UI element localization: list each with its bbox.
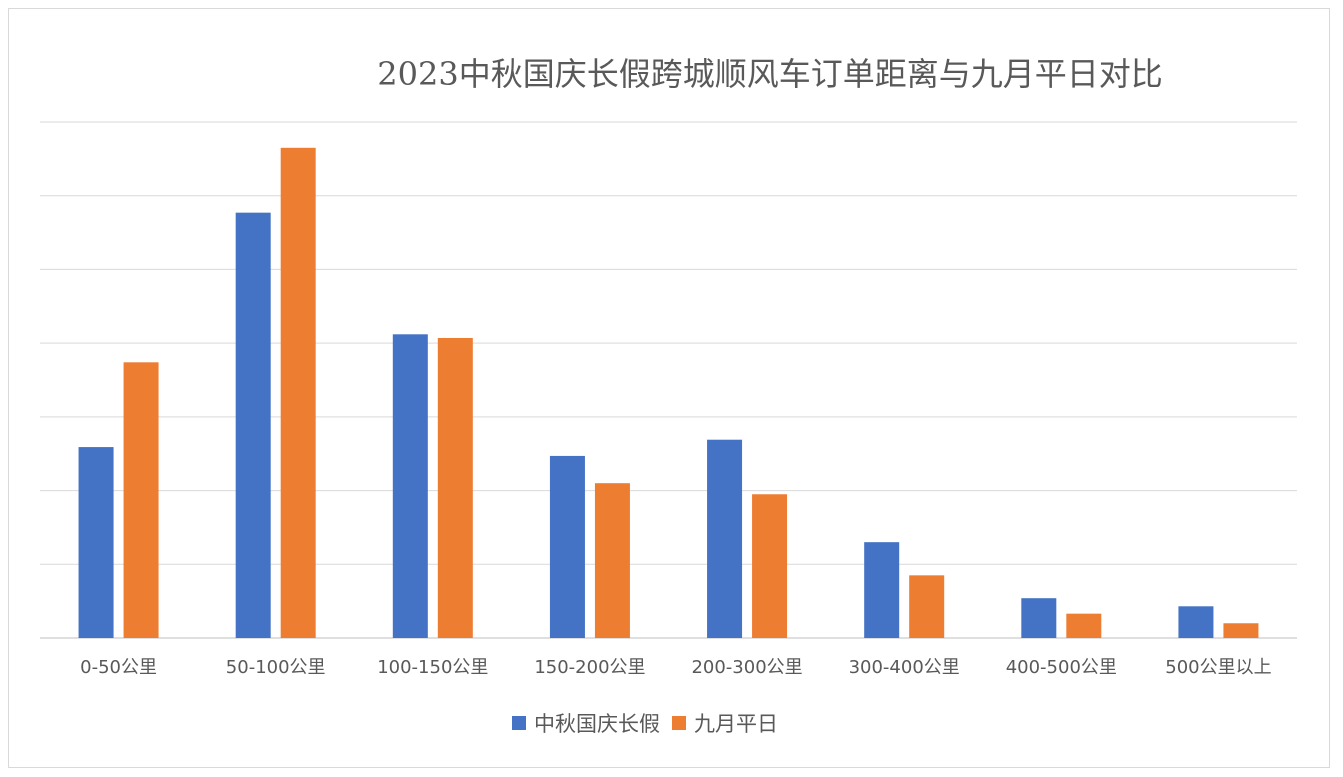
- bar-weekday: [752, 494, 788, 638]
- bar-holiday: [78, 447, 114, 638]
- bar-holiday: [392, 334, 428, 638]
- legend-swatch: [672, 716, 686, 730]
- legend-label: 中秋国庆长假: [534, 712, 660, 736]
- bar-weekday: [123, 362, 159, 638]
- bar-holiday: [1021, 598, 1057, 638]
- x-tick-label: 100-150公里: [377, 657, 488, 678]
- x-tick-label: 500公里以上: [1165, 657, 1271, 678]
- chart-frame: [8, 8, 1330, 768]
- bar-weekday: [909, 575, 945, 638]
- legend-label: 九月平日: [694, 712, 778, 736]
- bar-weekday: [437, 337, 473, 638]
- bar-holiday: [707, 439, 743, 638]
- x-tick-label: 150-200公里: [534, 657, 645, 678]
- bar-holiday: [1178, 606, 1214, 638]
- x-tick-label: 400-500公里: [1006, 657, 1117, 678]
- x-tick-label: 0-50公里: [80, 657, 157, 678]
- bar-weekday: [594, 483, 630, 638]
- bar-holiday: [549, 455, 585, 638]
- bar-holiday: [235, 212, 271, 638]
- bar-weekday: [1066, 613, 1102, 638]
- bar-weekday: [1223, 623, 1259, 638]
- legend-swatch: [512, 716, 526, 730]
- x-tick-label: 300-400公里: [849, 657, 960, 678]
- bar-weekday: [280, 147, 316, 639]
- chart-title: 2023中秋国庆长假跨城顺风车订单距离与九月平日对比: [377, 55, 1162, 93]
- bar-holiday: [864, 542, 900, 638]
- x-tick-label: 50-100公里: [226, 657, 326, 678]
- x-tick-label: 200-300公里: [691, 657, 802, 678]
